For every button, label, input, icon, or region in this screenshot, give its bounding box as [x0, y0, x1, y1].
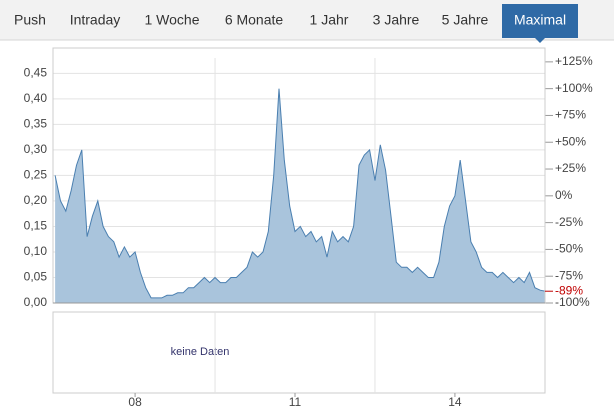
tab[interactable]: 6 Monate: [225, 12, 284, 28]
lower-panel: [52, 311, 546, 394]
tab[interactable]: 1 Jahr: [310, 12, 349, 28]
tab[interactable]: 5 Jahre: [442, 12, 489, 28]
y2-tick-label: -25%: [555, 215, 583, 229]
y-tick-label: 0,15: [24, 219, 48, 233]
tab[interactable]: Maximal: [514, 12, 566, 28]
tab[interactable]: Push: [14, 12, 46, 28]
y-tick-label: 0,10: [24, 244, 48, 258]
y-tick-label: 0,00: [24, 295, 48, 309]
no-data-text: keine Daten: [171, 346, 230, 358]
last-value-label: -89%: [555, 283, 583, 297]
y2-tick-label: 0%: [555, 188, 573, 202]
y-tick-label: 0,25: [24, 168, 48, 182]
x-tick-label: 11: [289, 395, 302, 409]
y-tick-label: 0,40: [24, 91, 48, 105]
y-tick-label: 0,30: [24, 142, 48, 156]
y2-tick-label: +25%: [555, 161, 586, 175]
x-tick-label: 14: [448, 395, 462, 409]
y2-tick-label: -100%: [555, 295, 590, 309]
area-fill: [55, 88, 546, 303]
x-tick-label: 08: [128, 395, 142, 409]
y2-tick-label: -50%: [555, 242, 583, 256]
area-line: [54, 88, 546, 299]
y2-tick-label: +75%: [555, 108, 586, 122]
y-tick-label: 0,05: [24, 270, 48, 284]
y-tick-label: 0,20: [24, 193, 48, 207]
tab[interactable]: 1 Woche: [145, 12, 200, 28]
y2-tick-label: +50%: [555, 134, 586, 148]
y-tick-label: 0,35: [24, 117, 48, 131]
active-tab[interactable]: [502, 4, 578, 38]
y2-tick-label: -75%: [555, 268, 583, 282]
y-tick-label: 0,45: [24, 65, 48, 79]
tab[interactable]: 3 Jahre: [373, 12, 420, 28]
active-tab-pointer: [534, 37, 546, 43]
tab[interactable]: Intraday: [70, 12, 121, 28]
y2-tick-label: +125%: [555, 54, 593, 68]
y2-tick-label: +100%: [555, 81, 593, 95]
